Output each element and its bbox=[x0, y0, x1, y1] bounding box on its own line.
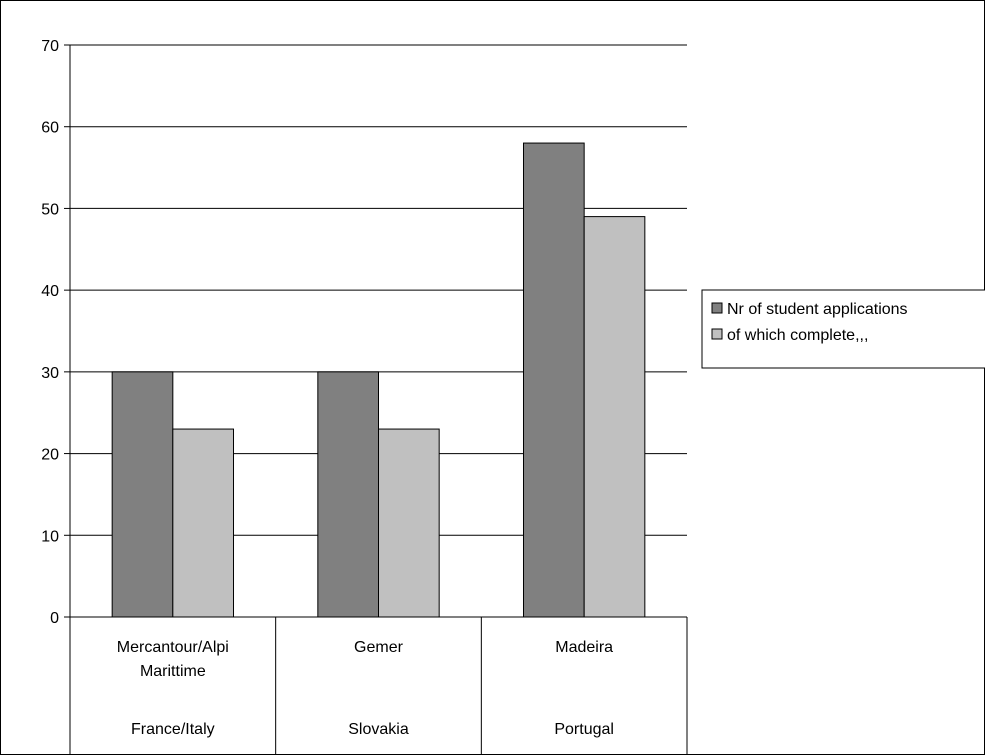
y-tick-label: 50 bbox=[41, 201, 59, 218]
x-category-label: Marittime bbox=[140, 663, 206, 680]
legend-label: of which complete,,, bbox=[727, 327, 868, 344]
y-tick-label: 0 bbox=[50, 610, 59, 627]
y-tick-label: 10 bbox=[41, 528, 59, 545]
bar-applications bbox=[317, 371, 380, 618]
legend: Nr of student applications of which compl… bbox=[701, 289, 985, 369]
x-group-label: Slovakia bbox=[348, 721, 409, 738]
y-tick-label: 20 bbox=[41, 447, 59, 464]
x-category-label: Gemer bbox=[354, 639, 404, 656]
x-group-label: Portugal bbox=[554, 721, 614, 738]
y-tick-label: 60 bbox=[41, 120, 59, 137]
axes bbox=[64, 44, 688, 755]
bars bbox=[111, 142, 646, 618]
bar-complete bbox=[172, 428, 235, 618]
y-tick-label: 40 bbox=[41, 283, 59, 300]
bar-applications bbox=[111, 371, 174, 618]
x-category-label: Mercantour/Alpi bbox=[117, 639, 229, 656]
y-tick-label: 70 bbox=[41, 38, 59, 55]
x-group-label: France/Italy bbox=[131, 721, 215, 738]
legend-swatch bbox=[711, 328, 723, 340]
y-tick-label: 30 bbox=[41, 365, 59, 382]
bar-complete bbox=[378, 428, 440, 618]
legend-label: Nr of student applications bbox=[727, 301, 908, 318]
bar-complete bbox=[583, 216, 646, 618]
x-category-labels: Mercantour/Alpi Marittime France/Italy Geme… bbox=[117, 639, 614, 738]
y-tick-labels: 0 10 20 30 40 50 60 70 bbox=[41, 38, 59, 627]
bar-applications bbox=[522, 142, 585, 618]
legend-swatch bbox=[711, 302, 723, 314]
x-category-label: Madeira bbox=[555, 639, 613, 656]
legend-box bbox=[701, 289, 985, 369]
